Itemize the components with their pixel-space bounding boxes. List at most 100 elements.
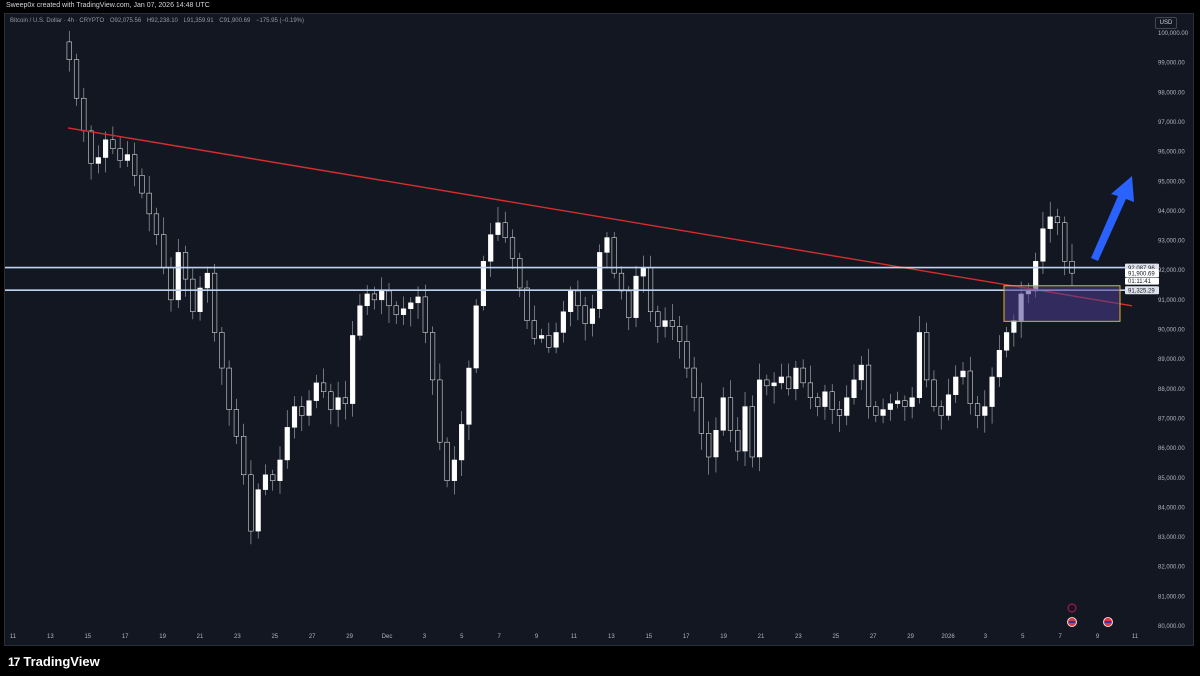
price-tick-label: 86,000.00 [1158, 446, 1185, 452]
price-tick-label: 100,000.00 [1158, 31, 1189, 37]
candle-body [241, 435, 247, 476]
candle-body [909, 397, 915, 407]
candle-body [996, 350, 1002, 378]
time-tick-label: 9 [535, 634, 539, 640]
news-event-icon [1067, 603, 1077, 613]
candle-body [655, 311, 661, 327]
candle-body [328, 391, 334, 410]
ohlc-low: L91,359.91 [183, 18, 214, 24]
candle-body [262, 474, 269, 490]
candle-body [989, 376, 995, 407]
candle-body [182, 252, 189, 280]
candle-body [379, 290, 385, 301]
candle-body [204, 272, 210, 289]
chart-credit: Sweep0x created with TradingView.com, Ja… [6, 2, 210, 9]
candle-body [299, 406, 305, 416]
candle-body [531, 320, 537, 339]
candle-body [81, 97, 87, 132]
candle-body [974, 403, 981, 416]
last-price-label-bg [1125, 269, 1159, 278]
candle-body [393, 305, 399, 315]
candle-body [597, 252, 603, 309]
candle-body [139, 175, 145, 194]
resistance-price-label: 92,087.96 [1128, 266, 1155, 272]
candle-body [103, 139, 109, 158]
candle-body [713, 430, 719, 458]
candle-body [589, 308, 596, 324]
candle-body [568, 290, 574, 312]
candle-body [459, 424, 465, 461]
ohlc-high: H92,238.10 [146, 18, 178, 24]
candle-body [829, 391, 835, 410]
price-tick-label: 98,000.00 [1158, 90, 1185, 96]
time-tick-label: 11 [1132, 634, 1139, 640]
price-tick-label: 88,000.00 [1158, 387, 1185, 393]
candle-body [219, 332, 225, 369]
candle-body [677, 326, 683, 342]
time-tick-label: 15 [84, 634, 91, 640]
candle-body [538, 335, 545, 339]
candle-body [524, 287, 530, 321]
candle-body [924, 332, 930, 381]
candle-body [1047, 216, 1053, 229]
candle-body [495, 222, 501, 235]
candle-body [1004, 332, 1010, 351]
candle-body [560, 311, 566, 333]
currency-button[interactable]: USD [1155, 17, 1177, 29]
candle-body [851, 379, 857, 398]
candle-body [916, 332, 922, 398]
candle-body [168, 266, 174, 301]
candle-body [517, 258, 523, 289]
candle-body [953, 376, 959, 395]
symbol-legend: Bitcoin / U.S. Dollar · 4h · CRYPTO O92,… [10, 18, 308, 24]
candle-body [967, 370, 973, 404]
candle-body [437, 379, 443, 443]
chart-panel[interactable] [4, 13, 1194, 646]
candle-body [727, 397, 734, 431]
time-tick-label: 19 [159, 634, 166, 640]
ohlc-change: −175.95 (−0.19%) [255, 18, 304, 24]
candle-body [146, 192, 152, 215]
candle-body [836, 409, 843, 416]
candle-body [735, 430, 741, 452]
price-tick-label: 85,000.00 [1158, 476, 1185, 482]
candle-body [277, 459, 283, 481]
candle-body [451, 459, 457, 481]
candle-body [117, 148, 123, 161]
candle-body [945, 394, 952, 416]
price-tick-label: 96,000.00 [1158, 150, 1185, 156]
time-tick-label: 3 [423, 634, 427, 640]
candle-body [153, 213, 160, 235]
candle-body [1040, 228, 1046, 262]
candle-body [858, 364, 864, 381]
candle-body [749, 406, 755, 458]
time-tick-label: 15 [645, 634, 652, 640]
price-tick-label: 97,000.00 [1158, 120, 1185, 126]
candle-body [822, 391, 828, 407]
tradingview-wordmark: TradingView [23, 654, 100, 669]
time-tick-label: 13 [47, 634, 54, 640]
candles-group [66, 30, 1075, 545]
candle-body [364, 293, 370, 307]
ohlc-close: C91,900.69 [219, 18, 251, 24]
symbol-name[interactable]: Bitcoin / U.S. Dollar · 4h · CRYPTO [10, 18, 105, 24]
candle-body [371, 293, 378, 301]
time-tick-label: 9 [1096, 634, 1100, 640]
candle-body [313, 382, 319, 401]
price-tick-label: 95,000.00 [1158, 179, 1185, 185]
candle-body [306, 400, 312, 416]
time-tick-label: 25 [832, 634, 839, 640]
price-tick-label: 92,000.00 [1158, 268, 1185, 274]
time-tick-label: 3 [984, 634, 988, 640]
time-tick-label: 5 [1021, 634, 1025, 640]
price-tick-label: 82,000.00 [1158, 565, 1185, 571]
time-tick-label: 13 [608, 634, 615, 640]
price-tick-label: 93,000.00 [1158, 239, 1185, 245]
candle-body [342, 397, 348, 404]
candle-body [197, 287, 203, 312]
time-tick-label: 19 [720, 634, 727, 640]
candle-body [982, 406, 988, 416]
